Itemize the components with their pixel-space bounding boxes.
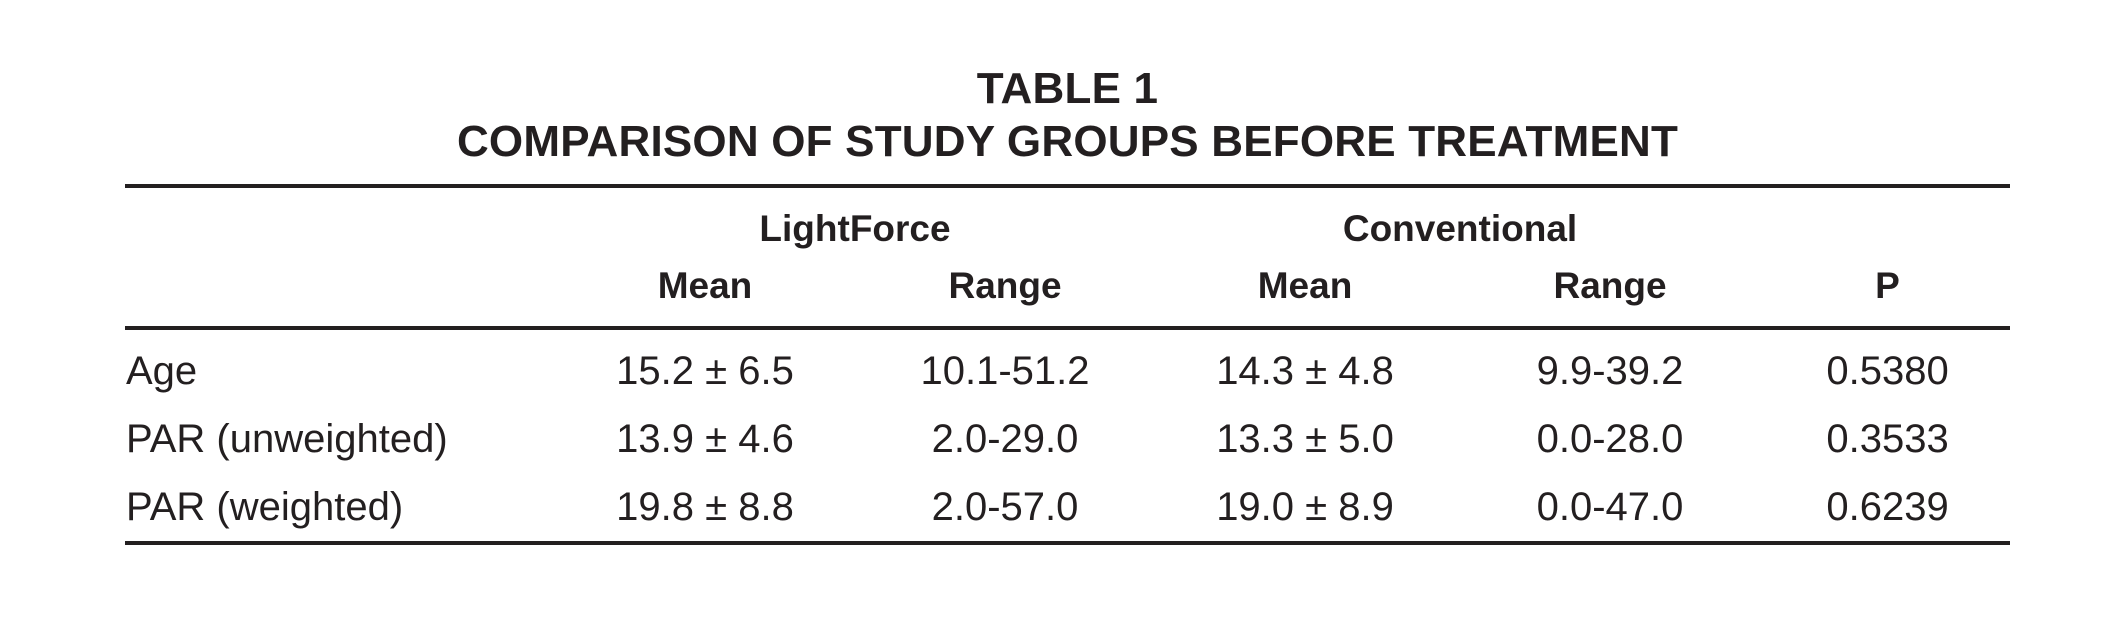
table-number-title: TABLE 1 [976, 64, 1159, 113]
cell-p-value: 0.5380 [1826, 349, 1949, 393]
group-header-lightforce: LightForce [759, 208, 951, 249]
table-row-age: Age 15.2 ± 6.5 10.1-51.2 14.3 ± 4.8 9.9-… [125, 328, 2010, 405]
column-header-p: P [1765, 253, 2011, 330]
comparison-table: LightForce Conventional Mean Range Mean … [125, 184, 2011, 545]
cell-conventional-mean: 13.3 ± 5.0 [1216, 417, 1394, 461]
column-header-lightforce-range: Range [855, 253, 1156, 330]
table-caption: COMPARISON OF STUDY GROUPS BEFORE TREATM… [456, 117, 1679, 166]
cell-lightforce-range: 10.1-51.2 [920, 349, 1090, 393]
table-row-par-weighted: PAR (weighted) 19.8 ± 8.8 2.0-57.0 19.0 … [125, 473, 2010, 543]
table-header: LightForce Conventional Mean Range Mean … [125, 186, 2011, 330]
column-header-conventional-range: Range [1455, 253, 1766, 330]
cell-lightforce-range: 2.0-29.0 [931, 417, 1079, 461]
cell-conventional-mean: 14.3 ± 4.8 [1216, 349, 1394, 393]
cell-p-value: 0.6239 [1826, 485, 1949, 529]
cell-conventional-range: 0.0-47.0 [1536, 485, 1684, 529]
cell-p-value: 0.3533 [1826, 417, 1949, 461]
row-label: Age [126, 349, 198, 393]
cell-lightforce-mean: 15.2 ± 6.5 [616, 349, 794, 393]
column-header-conventional-mean: Mean [1155, 253, 1456, 330]
cell-conventional-mean: 19.0 ± 8.9 [1216, 485, 1394, 529]
cell-conventional-range: 9.9-39.2 [1536, 349, 1684, 393]
column-header-lightforce-mean: Mean [555, 253, 855, 330]
row-label: PAR (weighted) [126, 485, 404, 529]
cell-conventional-range: 0.0-28.0 [1536, 417, 1684, 461]
row-label: PAR (unweighted) [126, 417, 448, 461]
table-body: Age 15.2 ± 6.5 10.1-51.2 14.3 ± 4.8 9.9-… [125, 328, 2010, 543]
table-row-par-unweighted: PAR (unweighted) 13.9 ± 4.6 2.0-29.0 13.… [125, 405, 2010, 473]
group-header-row: LightForce Conventional [125, 186, 2010, 253]
cell-lightforce-mean: 19.8 ± 8.8 [616, 485, 794, 529]
sub-header-blank-cell [125, 253, 555, 330]
group-header-conventional: Conventional [1342, 208, 1578, 249]
group-header-blank-cell [1765, 186, 2010, 253]
table-title-block: TABLE 1 COMPARISON OF STUDY GROUPS BEFOR… [125, 62, 2010, 168]
sub-header-row: Mean Range Mean Range P [125, 253, 2011, 330]
cell-lightforce-range: 2.0-57.0 [931, 485, 1079, 529]
cell-lightforce-mean: 13.9 ± 4.6 [616, 417, 794, 461]
corner-blank-cell [125, 186, 555, 253]
